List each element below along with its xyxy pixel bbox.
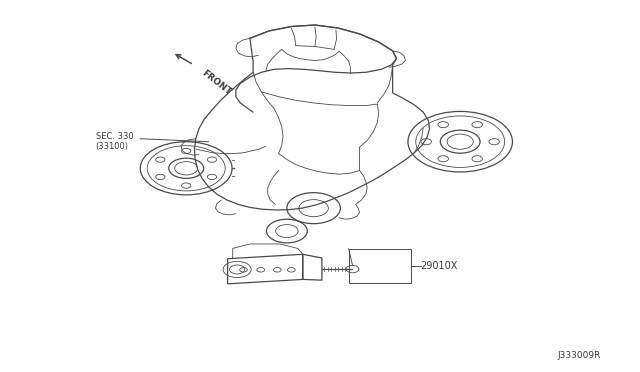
Text: FRONT: FRONT: [200, 68, 233, 97]
Text: J333009R: J333009R: [557, 350, 600, 359]
Text: 29010X: 29010X: [420, 261, 458, 271]
Bar: [349, 249, 411, 283]
Text: SEC. 330
(33100): SEC. 330 (33100): [96, 132, 133, 151]
